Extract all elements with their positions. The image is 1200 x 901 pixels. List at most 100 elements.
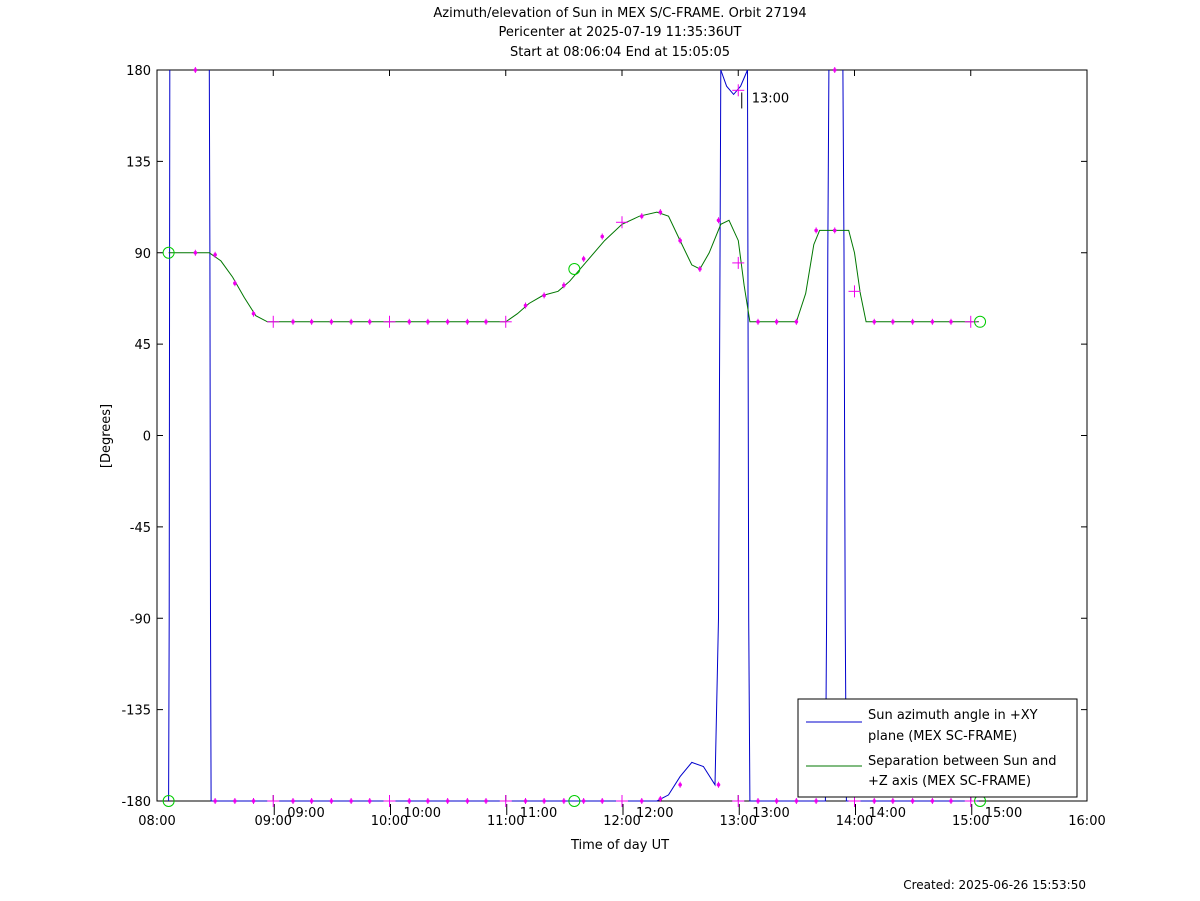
- y-tick-label-8: -180: [121, 795, 151, 810]
- marker-38: [251, 798, 256, 804]
- markers-layer: [193, 67, 977, 807]
- marker-14: [484, 318, 488, 325]
- marker-30: [872, 318, 877, 325]
- series-0-segment-1: [208, 69, 722, 802]
- chart-title-line-3: Start at 08:06:04 End at 15:05:05: [510, 45, 730, 60]
- hour-mark-label-1: 10:00: [404, 806, 441, 821]
- marker-56: [678, 781, 682, 788]
- marker-39: [291, 798, 295, 804]
- hour-cross-12: [732, 795, 745, 807]
- series-layer: [168, 69, 979, 802]
- marker-2: [213, 251, 217, 258]
- marker-9: [367, 318, 372, 325]
- y-tick-label-0: 180: [126, 64, 151, 79]
- legend-box: [797, 698, 1078, 798]
- marker-22: [678, 237, 682, 244]
- legend-label-separation-line-1: Separation between Sun and: [868, 754, 1056, 769]
- y-axis-label: [Degrees]: [99, 404, 114, 468]
- marker-36: [213, 798, 217, 804]
- hour-cross-6: [848, 285, 861, 298]
- hour-cross-1: [383, 315, 396, 328]
- marker-4: [251, 310, 256, 317]
- y-tick-label-2: 90: [134, 247, 151, 262]
- created-timestamp: Created: 2025-06-26 15:53:50: [903, 878, 1086, 892]
- marker-3: [233, 280, 237, 287]
- marker-63: [891, 798, 895, 804]
- hour-mark-label-6: 15:00: [985, 806, 1022, 821]
- marker-16: [542, 292, 546, 299]
- y-tick-label-1: 135: [126, 155, 151, 170]
- marker-45: [426, 798, 430, 804]
- chart-title-line-1: Azimuth/elevation of Sun in MEX S/C-FRAM…: [433, 6, 806, 21]
- circles-layer: [162, 246, 987, 807]
- marker-48: [484, 798, 488, 804]
- marker-6: [309, 318, 314, 325]
- hour-marks-layer: 09:00 10:00 11:00 12:00 13:00 14:00 15:00: [273, 804, 1022, 821]
- marker-49: [523, 798, 528, 804]
- marker-43: [367, 798, 372, 804]
- circle-marker-0: [162, 246, 175, 259]
- marker-53: [600, 798, 605, 804]
- marker-20: [639, 213, 644, 220]
- marker-25: [756, 318, 760, 325]
- marker-12: [445, 318, 450, 325]
- marker-29: [832, 227, 837, 234]
- marker-66: [949, 798, 953, 804]
- marker-62: [872, 798, 877, 804]
- y-tick-label-5: -45: [130, 521, 151, 536]
- legend-label-separation-line-2: +Z axis (MEX SC-FRAME): [868, 774, 1031, 789]
- annotations-layer: 13:00: [741, 91, 789, 109]
- y-tick-label-7: -135: [121, 704, 151, 719]
- x-tick-label-3: 11:00: [487, 814, 524, 829]
- marker-55: [658, 795, 663, 802]
- hour-cross-2: [499, 315, 512, 328]
- marker-42: [349, 798, 353, 804]
- marker-31: [891, 318, 895, 325]
- x-tick-label-0: 08:00: [138, 814, 175, 829]
- hour-cross-4: [732, 256, 745, 269]
- marker-8: [349, 318, 353, 325]
- marker-19: [600, 233, 605, 240]
- circle-marker-1: [568, 262, 581, 275]
- hour-mark-label-3: 12:00: [636, 806, 673, 821]
- marker-35: [832, 67, 837, 73]
- marker-64: [910, 798, 915, 804]
- circle-marker-2: [974, 315, 987, 328]
- marker-17: [562, 282, 566, 289]
- marker-5: [291, 318, 295, 325]
- legend-label-azimuth-line-2: plane (MEX SC-FRAME): [868, 729, 1017, 744]
- x-axis-label: Time of day UT: [570, 838, 669, 853]
- x-tick-label-7: 15:00: [952, 814, 989, 829]
- x-tick-label-8: 16:00: [1068, 814, 1105, 829]
- circle-marker-3: [162, 795, 175, 807]
- marker-40: [309, 798, 314, 804]
- y-tick-label-6: -90: [130, 612, 151, 627]
- hour-cross-9: [383, 795, 396, 807]
- hour-mark-label-0: 09:00: [287, 806, 324, 821]
- hour-cross-0: [267, 315, 280, 328]
- y-tick-label-3: 45: [134, 338, 151, 353]
- circle-marker-4: [568, 795, 581, 807]
- y-tick-label-4: 0: [143, 430, 151, 445]
- marker-15: [523, 302, 528, 309]
- x-axis-ticks: 08:00 09:00 10:00 11:00 12:00 13:00 14:00 15:00…: [138, 70, 1106, 829]
- marker-57: [716, 781, 721, 788]
- x-tick-label-4: 12:00: [603, 814, 640, 829]
- hour-cross-3: [616, 216, 628, 229]
- marker-46: [445, 798, 450, 804]
- x-tick-label-2: 10:00: [371, 814, 408, 829]
- marker-23: [698, 265, 702, 272]
- marker-0: [193, 67, 198, 73]
- series-0-segment-3: [747, 69, 830, 802]
- marker-7: [329, 318, 334, 325]
- marker-41: [329, 798, 334, 804]
- marker-34: [949, 318, 953, 325]
- hour-cross-10: [499, 795, 512, 807]
- marker-59: [774, 798, 779, 804]
- marker-33: [930, 318, 935, 325]
- y-axis-ticks: 180 135 90 45 0 -45 -90 -135 -180: [121, 64, 1087, 810]
- marker-24: [716, 217, 721, 224]
- marker-60: [794, 798, 799, 804]
- marker-54: [639, 798, 644, 804]
